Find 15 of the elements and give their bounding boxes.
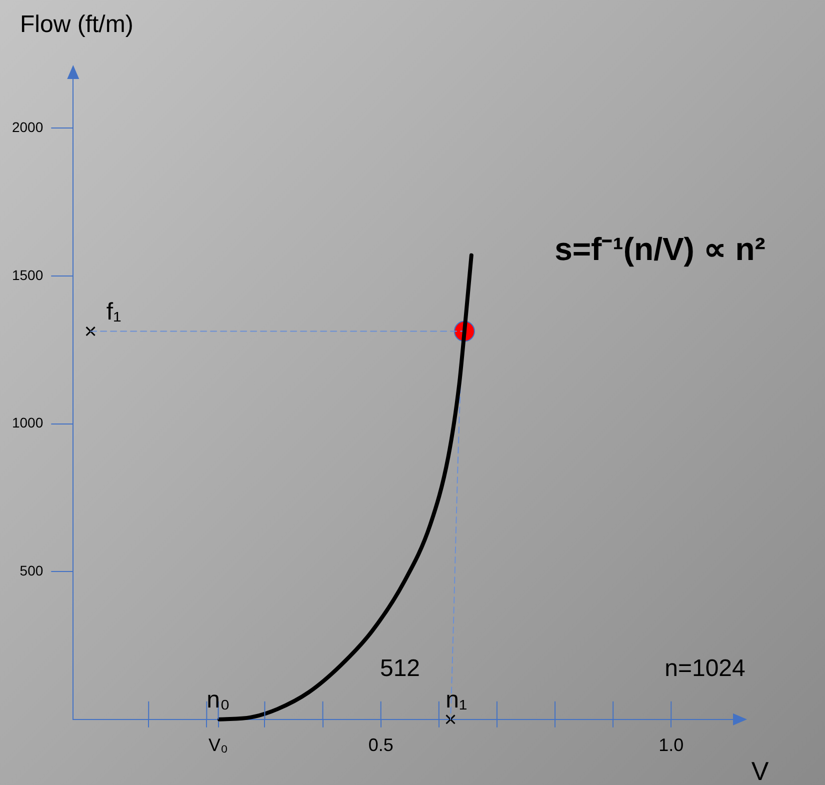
annotation: n₁ xyxy=(446,686,468,714)
annotation: f₁ xyxy=(106,298,122,326)
y-tick-label: 1500 xyxy=(12,266,44,283)
annotation: s=f⁻¹(n/V) ∝ n² xyxy=(554,231,766,267)
x-tick-label: V₀ xyxy=(208,735,228,756)
y-tick-label: 2000 xyxy=(12,119,44,136)
y-tick-label: 500 xyxy=(20,562,44,578)
annotation: n=1024 xyxy=(664,655,746,682)
y-axis-title: Flow (ft/m) xyxy=(20,11,134,38)
y-tick-label: 1000 xyxy=(12,414,44,431)
x-tick-label: 0.5 xyxy=(368,735,394,756)
x-axis-title: V xyxy=(751,756,770,785)
annotation: 512 xyxy=(380,655,420,682)
x-tick-label: 1.0 xyxy=(658,735,684,756)
annotation: n₀ xyxy=(206,686,230,714)
